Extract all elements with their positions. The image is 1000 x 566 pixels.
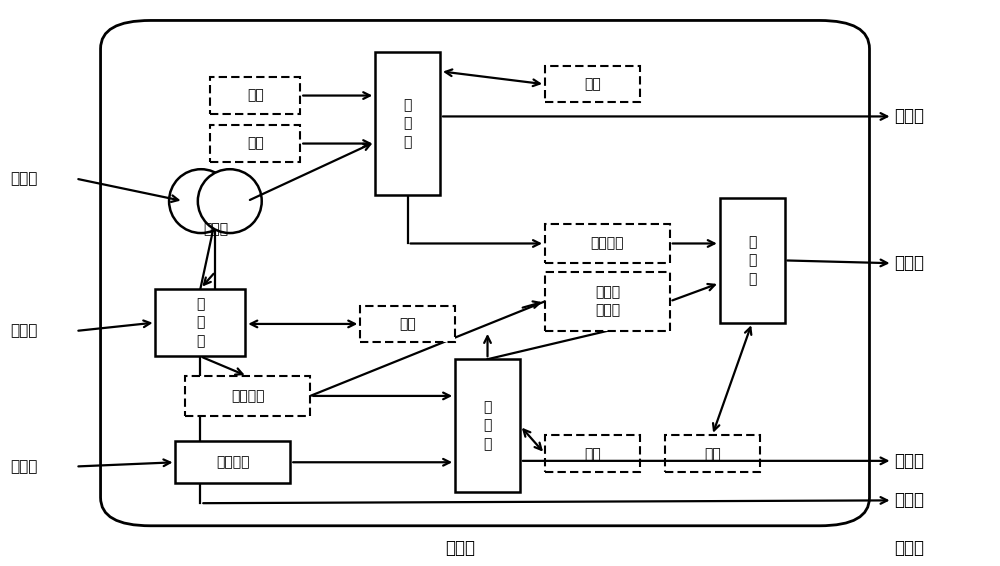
Text: 集
冷
器: 集 冷 器 [748, 235, 756, 286]
Bar [545, 66, 640, 102]
Bar [720, 198, 785, 323]
Text: 电负荷: 电负荷 [894, 108, 924, 126]
Bar [545, 435, 640, 472]
FancyBboxPatch shape [101, 20, 869, 526]
Text: 储气: 储气 [399, 317, 416, 331]
Ellipse shape [169, 169, 233, 233]
Text: 配电网: 配电网 [11, 171, 38, 186]
Bar [375, 52, 440, 195]
Text: 热负荷: 热负荷 [894, 452, 924, 470]
Text: 用户侧: 用户侧 [894, 539, 924, 558]
Text: 电制冷机: 电制冷机 [591, 237, 624, 251]
Bar [210, 125, 300, 162]
Text: 燃气轮机: 燃气轮机 [231, 389, 265, 403]
Bar [210, 77, 300, 114]
Text: 储冷: 储冷 [704, 447, 721, 461]
Text: 集
电
器: 集 电 器 [403, 98, 412, 149]
Text: 变压器: 变压器 [203, 222, 228, 237]
Text: 配气网: 配气网 [11, 324, 38, 338]
Text: 园区侧: 园区侧 [445, 539, 475, 558]
Text: 风电: 风电 [247, 136, 264, 150]
Bar [545, 272, 670, 331]
Text: 储电: 储电 [584, 77, 601, 91]
Ellipse shape [198, 169, 262, 233]
Bar [360, 306, 455, 342]
Bar [155, 289, 245, 357]
Bar [665, 435, 760, 472]
Text: 光伏: 光伏 [247, 88, 264, 102]
Text: 热交换器: 热交换器 [216, 455, 250, 469]
Text: 气负荷: 气负荷 [894, 491, 924, 509]
Bar [185, 376, 310, 415]
Text: 集
气
器: 集 气 器 [196, 297, 205, 348]
Text: 配热网: 配热网 [11, 459, 38, 474]
Bar [175, 441, 290, 483]
Bar [545, 224, 670, 263]
Text: 储热: 储热 [584, 447, 601, 461]
Text: 集
热
器: 集 热 器 [483, 400, 492, 451]
Bar [455, 359, 520, 492]
Text: 冷负荷: 冷负荷 [894, 254, 924, 272]
Text: 吸收式
制冷机: 吸收式 制冷机 [595, 285, 620, 318]
